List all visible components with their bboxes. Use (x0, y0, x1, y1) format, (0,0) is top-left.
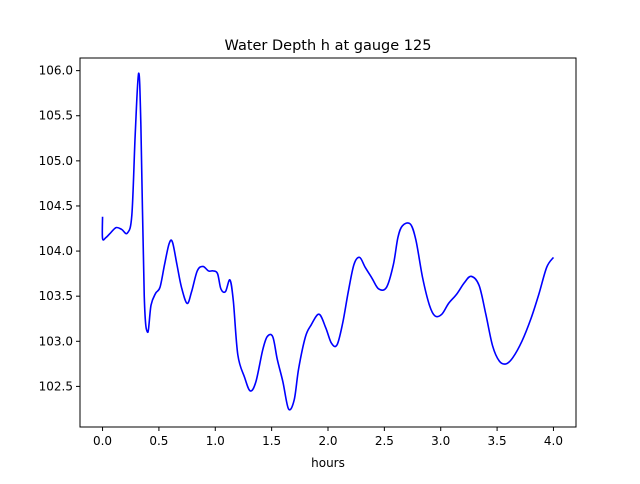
x-tick-label: 1.0 (206, 434, 225, 448)
y-tick-label: 105.0 (39, 154, 73, 168)
y-tick-label: 104.5 (39, 199, 73, 213)
y-tick-label: 106.0 (39, 64, 73, 78)
chart-title: Water Depth h at gauge 125 (225, 38, 432, 54)
x-tick-label: 4.0 (544, 434, 563, 448)
y-tick-label: 103.5 (39, 289, 73, 303)
y-tick-label: 103.0 (39, 334, 73, 348)
plot-area (80, 58, 576, 427)
series-line (101, 72, 555, 411)
x-tick-label: 2.0 (318, 434, 337, 448)
x-tick-label: 3.0 (431, 434, 450, 448)
x-tick-label: 0.0 (93, 434, 112, 448)
x-tick-label: 1.5 (262, 434, 281, 448)
x-axis: 0.0 0.5 1.0 1.5 2.0 2.5 3.0 3.5 4.0 (93, 427, 563, 448)
x-tick-label: 2.5 (375, 434, 394, 448)
x-tick-label: 3.5 (488, 434, 507, 448)
y-tick-label: 105.5 (39, 109, 73, 123)
x-axis-label: hours (311, 456, 345, 470)
y-tick-label: 104.0 (39, 244, 73, 258)
x-tick-label: 0.5 (149, 434, 168, 448)
y-tick-label: 102.5 (39, 379, 73, 393)
y-axis: 102.5 103.0 103.5 104.0 104.5 105.0 105.5 106.0 (39, 64, 80, 393)
series-layer (101, 72, 555, 411)
